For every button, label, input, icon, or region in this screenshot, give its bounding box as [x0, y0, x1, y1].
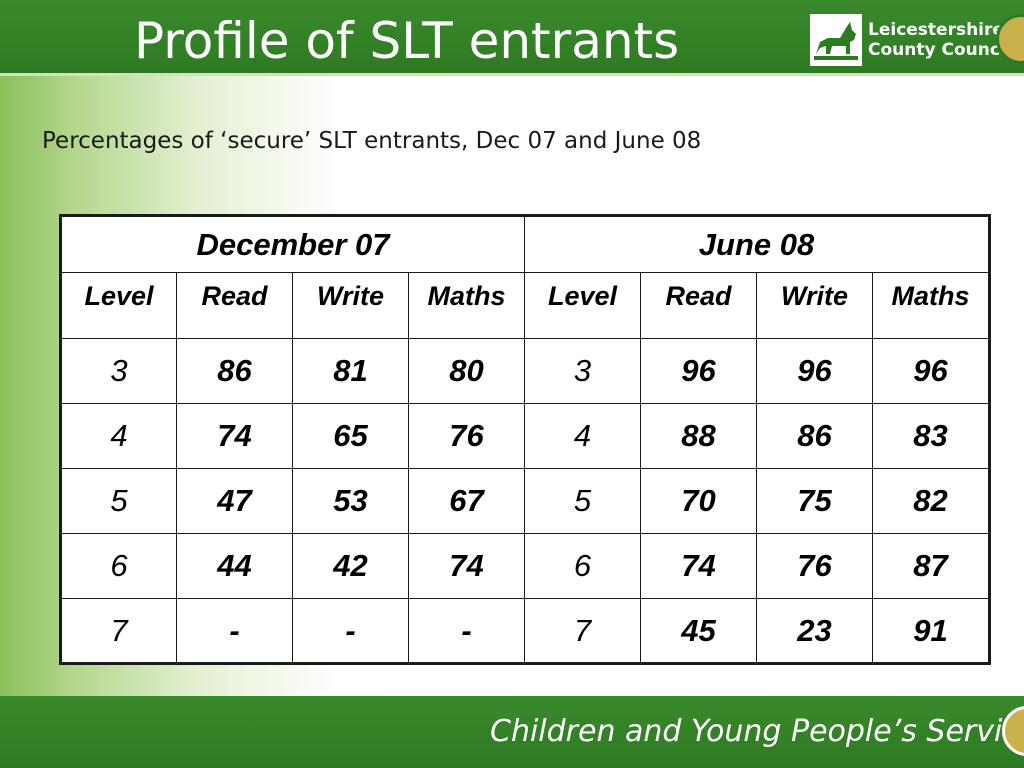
table-cell: 74 [176, 403, 293, 469]
footer-text: Children and Young People’s Service [490, 714, 1024, 749]
logo-line-2: County Council [868, 40, 1012, 60]
table-column-header-row: Level Read Write Maths Level Read Write … [60, 272, 991, 339]
column-header: Read [640, 272, 758, 339]
fox-logo-icon [810, 14, 862, 66]
table-cell: 3 [524, 338, 642, 404]
header-bar: Profile of SLT entrants Leicestershire C… [0, 0, 1024, 76]
table-cell: 42 [292, 533, 409, 599]
table-cell: 65 [292, 403, 409, 469]
table-cell: 7 [524, 598, 642, 664]
table-cell: 91 [872, 598, 991, 664]
table-cell: 5 [524, 468, 642, 534]
table-cell: 87 [872, 533, 991, 599]
logo-line-1: Leicestershire [868, 20, 1004, 40]
table-cell: 4 [524, 403, 642, 469]
table-cell: 44 [176, 533, 293, 599]
table-cell: 3 [60, 338, 177, 404]
table-cell: 86 [176, 338, 293, 404]
table-cell: 76 [756, 533, 874, 599]
entrants-table: December 07 June 08 Level Read Write Mat… [59, 214, 992, 665]
table-cell: 86 [756, 403, 874, 469]
logo-text: Leicestershire County Council [868, 20, 1012, 60]
column-header: Maths [407, 272, 526, 339]
table-cell: 83 [872, 403, 991, 469]
table-cell: 74 [640, 533, 758, 599]
column-header: Write [756, 272, 874, 339]
table-cell: 96 [872, 338, 991, 404]
table-row: 5 47 53 67 5 70 75 82 [60, 468, 991, 534]
table-row: 4 74 65 76 4 88 86 83 [60, 403, 991, 469]
table-cell: 53 [292, 468, 409, 534]
table-cell: 6 [524, 533, 642, 599]
table-cell: 47 [176, 468, 293, 534]
table-group-header-row: December 07 June 08 [59, 215, 991, 273]
table-cell: 6 [60, 533, 177, 599]
table-cell: 70 [640, 468, 758, 534]
table-cell: - [176, 598, 293, 664]
group-header: June 08 [524, 215, 991, 273]
table-cell: 82 [872, 468, 991, 534]
table-row: 3 86 81 80 3 96 96 96 [60, 338, 991, 404]
column-header: Level [524, 272, 642, 339]
table-cell: - [407, 598, 526, 664]
table-cell: - [292, 598, 409, 664]
table-caption: Percentages of ‘secure’ SLT entrants, De… [42, 128, 702, 154]
table-row: 6 44 42 74 6 74 76 87 [60, 533, 991, 599]
column-header: Maths [872, 272, 991, 339]
table-cell: 7 [60, 598, 177, 664]
table-cell: 88 [640, 403, 758, 469]
table-cell: 75 [756, 468, 874, 534]
table-cell: 80 [407, 338, 526, 404]
table-cell: 96 [640, 338, 758, 404]
table-cell: 23 [756, 598, 874, 664]
table-cell: 67 [407, 468, 526, 534]
group-header: December 07 [59, 215, 526, 273]
table-cell: 76 [407, 403, 526, 469]
column-header: Write [292, 272, 409, 339]
footer-bar: Children and Young People’s Service [0, 696, 1024, 768]
table-cell: 74 [407, 533, 526, 599]
table-cell: 81 [292, 338, 409, 404]
table-cell: 96 [756, 338, 874, 404]
table-row: 7 - - - 7 45 23 91 [60, 598, 991, 664]
table-cell: 4 [60, 403, 177, 469]
column-header: Level [60, 272, 177, 339]
council-logo: Leicestershire County Council [806, 10, 1024, 70]
table-cell: 5 [60, 468, 177, 534]
column-header: Read [176, 272, 293, 339]
page-title: Profile of SLT entrants [134, 12, 680, 70]
table-cell: 45 [640, 598, 758, 664]
